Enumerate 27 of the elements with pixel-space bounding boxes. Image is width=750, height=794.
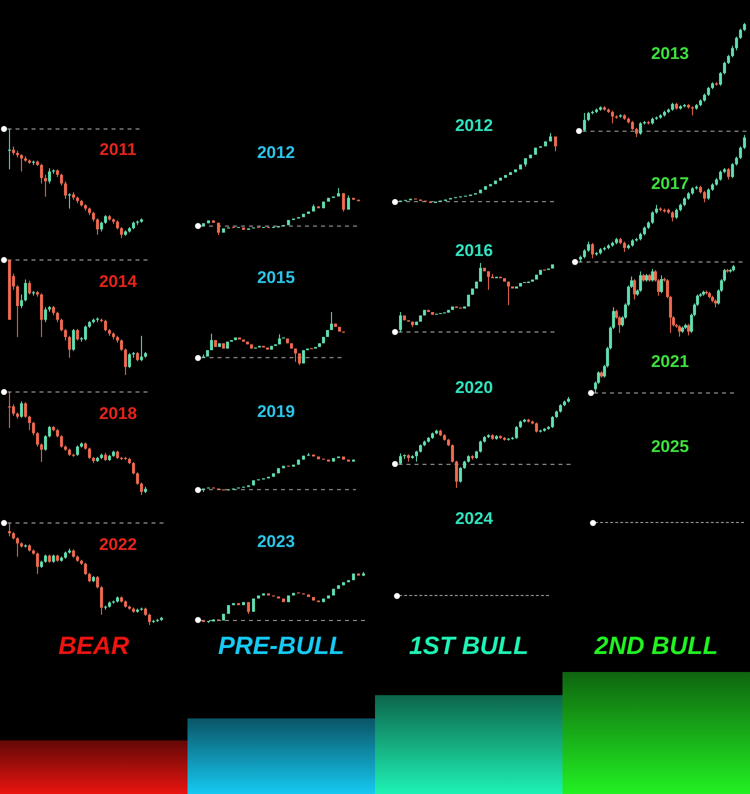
x-tick-label: PRE-BULL <box>218 632 344 660</box>
bar <box>188 718 375 794</box>
chart-title: 2020 <box>455 378 493 397</box>
bar <box>375 695 562 794</box>
text: 2025 <box>651 437 689 456</box>
text: 2013 <box>651 44 689 63</box>
text: 2017 <box>651 174 689 193</box>
chart-title: 2016 <box>455 241 493 260</box>
text: 2024 <box>455 509 493 528</box>
bar <box>0 740 188 794</box>
chart-title: 2023 <box>257 532 295 551</box>
text: 2018 <box>99 404 137 423</box>
chart-title: 2019 <box>257 402 295 421</box>
text: 2022 <box>99 535 137 554</box>
candlestick <box>8 129 11 170</box>
text: 2014 <box>99 272 137 291</box>
chart-title: 2012 <box>455 116 493 135</box>
text: 2011 <box>100 140 136 159</box>
x-tick-label: BEAR <box>58 632 130 660</box>
text: 2021 <box>651 352 689 371</box>
candlestick <box>68 193 71 209</box>
chart-title: 2015 <box>257 268 295 287</box>
x-tick-label: 2ND BULL <box>593 632 718 660</box>
bar <box>562 672 750 794</box>
x-tick-label: 1ST BULL <box>409 632 528 660</box>
chart-title: 2012 <box>257 143 295 162</box>
candlestick <box>8 392 11 428</box>
